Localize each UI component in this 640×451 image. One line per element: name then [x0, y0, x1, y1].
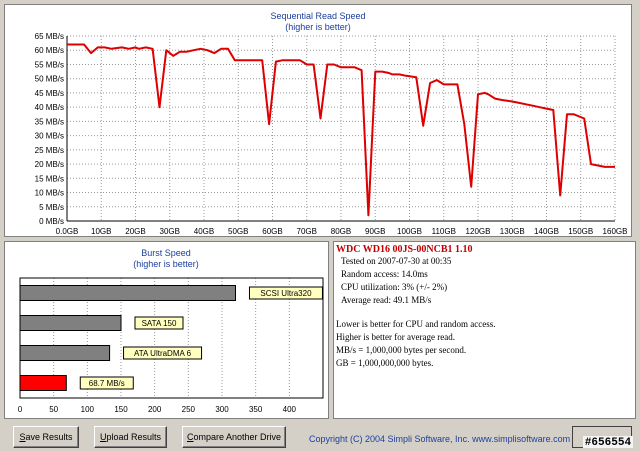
- x-tick-label: 150GB: [568, 227, 593, 236]
- drive-model-title: WDC WD16 00JS-00NCB1 1.10: [336, 244, 473, 255]
- upload-hotkey: U: [99, 432, 107, 442]
- average-read: Average read: 49.1 MB/s: [341, 295, 432, 305]
- bar-label-box: [134, 316, 184, 330]
- x-tick-label: 160GB: [603, 227, 628, 236]
- y-tick-label: 30 MB/s: [35, 132, 64, 141]
- plot-frame: [19, 277, 324, 399]
- x-tick-label: 400: [283, 405, 297, 414]
- y-tick-label: 60 MB/s: [35, 46, 64, 55]
- bar-label: ATA UltraDMA 6: [134, 349, 192, 358]
- burst-bar: [19, 375, 67, 391]
- y-tick-label: 15 MB/s: [35, 174, 64, 183]
- bar-label-box: [79, 376, 134, 390]
- burst-speed-panel: Burst Speed (higher is better) 0 50 100 150 20…: [4, 241, 329, 419]
- x-tick-label: 140GB: [534, 227, 559, 236]
- y-tick-label: 25 MB/s: [35, 146, 64, 155]
- y-tick-label: 0 MB/s: [39, 217, 64, 226]
- x-tick-label: 50GB: [228, 227, 248, 236]
- watermark-stamp: #656554: [583, 436, 634, 448]
- note-line: Lower is better for CPU and random acces…: [336, 319, 496, 329]
- y-tick-label: 45 MB/s: [35, 89, 64, 98]
- note-line: Higher is better for average read.: [336, 332, 455, 342]
- x-tick-label: 30GB: [160, 227, 180, 236]
- save-label: ave Results: [25, 432, 73, 442]
- note-line: GB = 1,000,000,000 bytes.: [336, 358, 434, 368]
- bar-label-box: [248, 286, 323, 300]
- burst-bar: [19, 345, 111, 361]
- y-tick-label: 40 MB/s: [35, 103, 64, 112]
- cpu-utilization: CPU utilization: 3% (+/- 2%): [341, 282, 448, 292]
- chart-subtitle: (higher is better): [285, 22, 351, 32]
- bar-label: 68.7 MB/s: [89, 379, 125, 388]
- x-tick-label: 0.0GB: [56, 227, 79, 236]
- x-tick-label: 120GB: [466, 227, 491, 236]
- drive-info-panel: WDC WD16 00JS-00NCB1 1.10 Tested on 2007…: [333, 241, 636, 419]
- x-tick-label: 0: [18, 405, 23, 414]
- upload-label: pload Results: [106, 432, 162, 442]
- random-access: Random access: 14.0ms: [341, 269, 428, 279]
- x-tick-label: 40GB: [194, 227, 214, 236]
- burst-speed-chart: Burst Speed(higher is better) 0 50 100 150 20…: [18, 248, 324, 414]
- y-tick-label: 65 MB/s: [35, 32, 64, 41]
- chart-title: Sequential Read Speed: [270, 11, 365, 21]
- compare-hotkey: C: [186, 432, 194, 442]
- burst-subtitle: (higher is better): [133, 259, 199, 269]
- x-tick-label: 80GB: [331, 227, 351, 236]
- note-line: MB/s = 1,000,000 bytes per second.: [336, 345, 467, 355]
- x-tick-label: 150: [114, 405, 128, 414]
- x-tick-label: 100: [81, 405, 95, 414]
- x-tick-label: 250: [182, 405, 196, 414]
- x-tick-label: 70GB: [297, 227, 317, 236]
- y-tick-label: 50 MB/s: [35, 75, 64, 84]
- sequential-read-chart: Sequential Read Speed(higher is better) 0…: [35, 11, 628, 236]
- read-speed-line: [67, 43, 615, 217]
- save-hotkey: S: [19, 432, 26, 442]
- x-tick-label: 50: [49, 405, 58, 414]
- y-tick-label: 35 MB/s: [35, 117, 64, 126]
- y-tick-label: 5 MB/s: [39, 203, 64, 212]
- bar-label: SCSI Ultra320: [260, 289, 312, 298]
- burst-title: Burst Speed: [141, 248, 191, 258]
- y-tick-label: 55 MB/s: [35, 60, 64, 69]
- y-tick-label: 10 MB/s: [35, 189, 64, 198]
- x-tick-label: 20GB: [125, 227, 145, 236]
- burst-bar: [19, 285, 236, 301]
- x-tick-label: 200: [148, 405, 162, 414]
- test-date: Tested on 2007-07-30 at 00:35: [341, 256, 452, 266]
- x-tick-label: 110GB: [432, 227, 456, 236]
- bar-label: SATA 150: [142, 319, 177, 328]
- x-tick-label: 10GB: [91, 227, 111, 236]
- copyright-link[interactable]: Copyright (C) 2004 Simpli Software, Inc.…: [309, 434, 571, 444]
- burst-bar: [19, 315, 122, 331]
- y-tick-label: 20 MB/s: [35, 160, 64, 169]
- x-tick-label: 130GB: [500, 227, 525, 236]
- sequential-read-panel: Sequential Read Speed (higher is better) 0…: [4, 4, 632, 237]
- x-tick-label: 350: [249, 405, 263, 414]
- x-tick-label: 60GB: [262, 227, 282, 236]
- x-tick-label: 90GB: [365, 227, 385, 236]
- bar-label-box: [123, 346, 203, 360]
- x-tick-label: 300: [215, 405, 229, 414]
- x-tick-label: 100GB: [397, 227, 422, 236]
- compare-label: ompare Another Drive: [193, 432, 282, 442]
